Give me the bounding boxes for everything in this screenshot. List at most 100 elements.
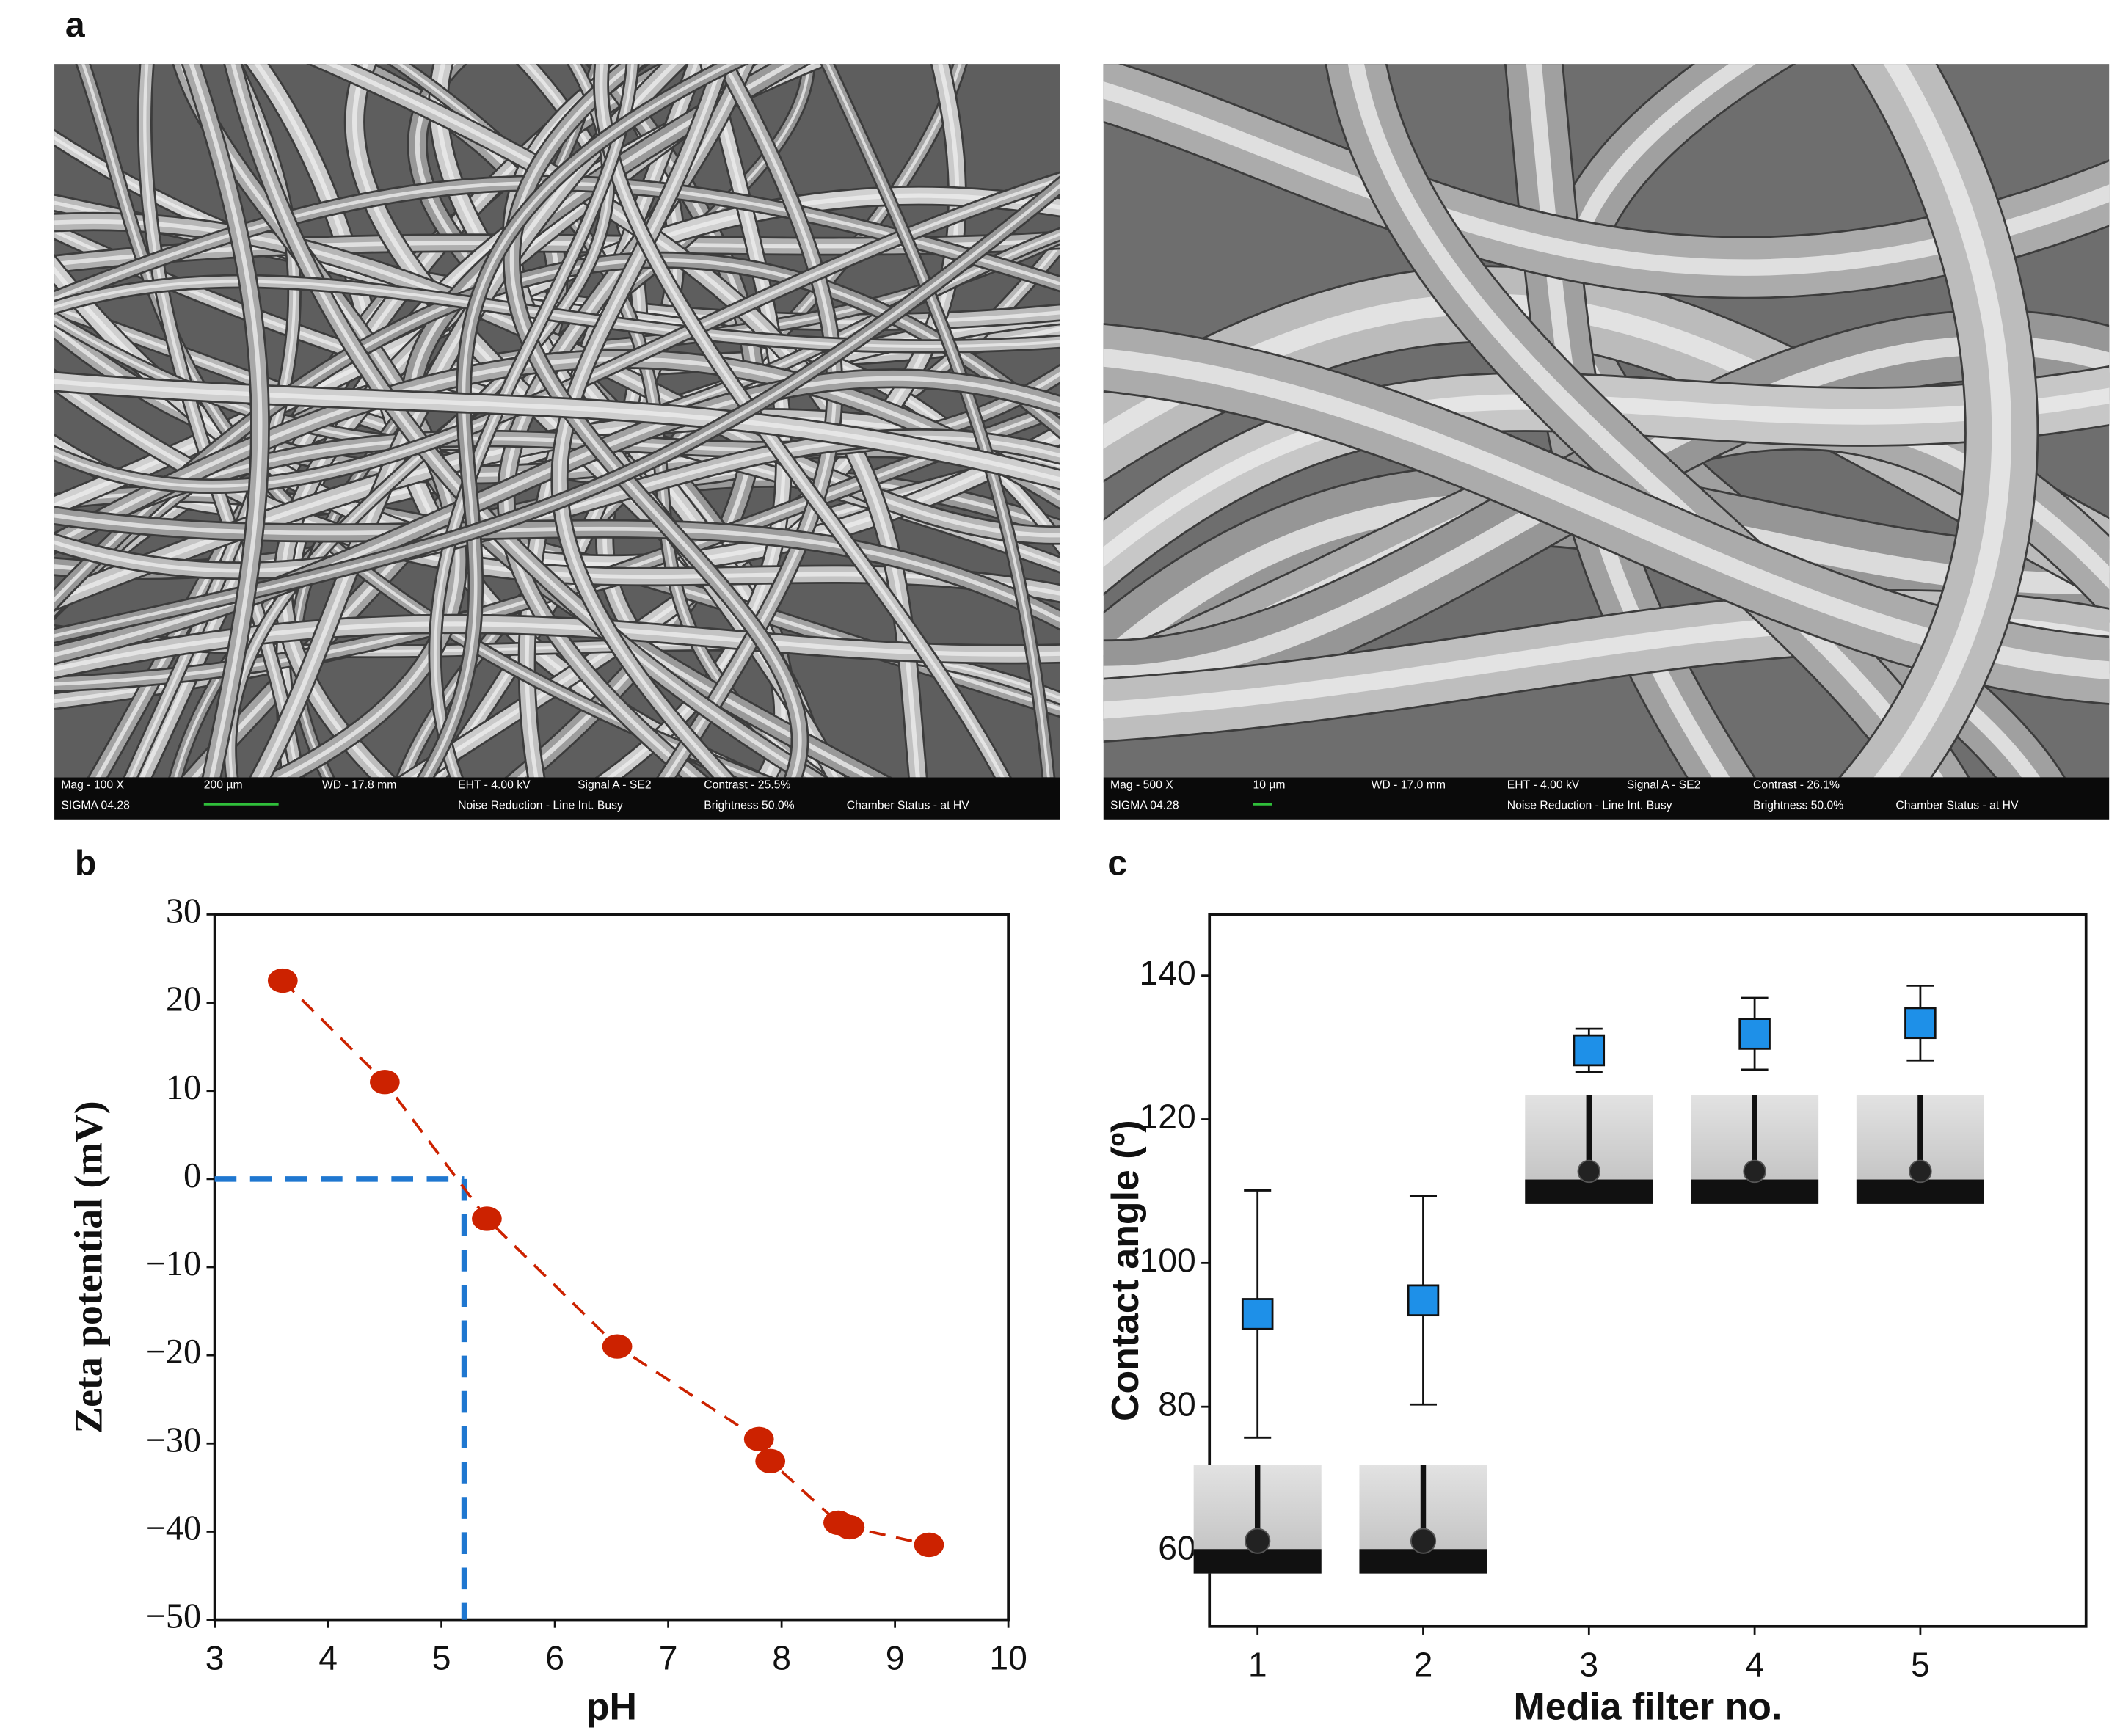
x-tick-label: 5 [1911, 1646, 1930, 1684]
droplet-photo [1691, 1095, 1819, 1204]
fiber-highlight [54, 379, 1060, 482]
info-text: Brightness 50.0% [704, 799, 794, 812]
x-tick-label: 5 [432, 1638, 451, 1677]
y-tick-label: 120 [1139, 1098, 1195, 1136]
info-text: 200 µm [204, 779, 243, 792]
photo-surface [1691, 1179, 1819, 1204]
data-point [1241, 1298, 1274, 1330]
droplet [1410, 1528, 1437, 1554]
data-point [834, 1514, 865, 1540]
info-text: Mag - 500 X [1110, 779, 1173, 792]
panel-label: b [75, 843, 96, 883]
data-line [282, 980, 930, 1547]
data-point [1407, 1284, 1440, 1317]
info-text: Chamber Status - at HV [1895, 799, 2019, 812]
data-point [755, 1448, 786, 1473]
y-tick-label: −10 [146, 1244, 201, 1283]
info-bar [54, 777, 1060, 820]
fiber-highlight [1103, 348, 2110, 679]
contact-angle-chart: 1 2 3 4 5 60 80 100 120 140 Media filter no. Contac… [1104, 913, 2088, 1728]
droplet [1245, 1528, 1271, 1554]
sem-image: Mag - 500 X SIGMA 04.28 10 µm WD - 17.0 mm E… [1103, 64, 2110, 820]
data-point [743, 1426, 774, 1451]
info-text: WD - 17.8 mm [322, 779, 396, 792]
panel-label: c [1107, 843, 1127, 883]
info-bar [1103, 777, 2110, 820]
fiber-highlight [189, 64, 263, 778]
x-axis-title: pH [586, 1685, 637, 1728]
fiber-highlight [129, 64, 296, 778]
zeta-chart: 3 4 5 6 7 8 9 10 30 20 10 0 −10 −20 −30 −40 −50 pH Zeta po… [66, 891, 1027, 1727]
fiber-highlight [54, 181, 1060, 301]
y-tick-label: 30 [166, 891, 201, 930]
droplet-photo [1856, 1095, 1984, 1204]
data-point [1573, 1034, 1606, 1067]
info-text: Noise Reduction - Line Int. Busy [458, 799, 623, 812]
info-text: Chamber Status - at HV [847, 799, 970, 812]
info-text: EHT - 4.00 kV [458, 779, 531, 792]
info-text: Signal A - SE2 [1627, 779, 1701, 792]
y-axis-title: Zeta potential (mV) [66, 1101, 110, 1433]
fiber-highlight [826, 64, 1050, 778]
x-tick-label: 3 [205, 1638, 225, 1677]
plot-frame [213, 913, 1010, 1622]
y-tick-label: 80 [1158, 1385, 1195, 1423]
y-tick-label: 100 [1139, 1241, 1195, 1280]
panel-label: a [65, 5, 86, 45]
info-text: WD - 17.0 mm [1372, 779, 1446, 792]
photo-surface [1525, 1179, 1653, 1204]
fiber-highlight [54, 513, 1060, 623]
fiber-highlight [606, 64, 786, 778]
y-tick-label: −40 [146, 1509, 201, 1547]
fiber-highlight [434, 64, 634, 778]
info-text: EHT - 4.00 kV [1507, 779, 1580, 792]
data-point [369, 1070, 400, 1095]
fibers [54, 64, 1060, 778]
droplet-photo [1525, 1095, 1653, 1204]
info-text: SIGMA 04.28 [1110, 799, 1179, 812]
fiber-highlight [54, 435, 1060, 573]
x-tick-label: 3 [1579, 1646, 1598, 1684]
info-text: Contrast - 26.1% [1753, 779, 1840, 792]
x-tick-label: 1 [1248, 1646, 1267, 1684]
droplet [1743, 1159, 1766, 1184]
y-tick-label: 10 [166, 1068, 201, 1107]
fiber-highlight [1873, 64, 2012, 778]
y-tick-label: −20 [146, 1332, 201, 1371]
fiber-highlight [54, 280, 1060, 348]
data-point [914, 1532, 944, 1558]
droplet [1577, 1159, 1601, 1184]
data-point [602, 1334, 633, 1359]
x-tick-label: 10 [989, 1638, 1027, 1677]
y-tick-label: 20 [166, 980, 201, 1019]
info-text: Mag - 100 X [61, 779, 124, 792]
x-tick-label: 6 [545, 1638, 564, 1677]
y-tick-label: −50 [146, 1597, 201, 1636]
fiber-highlight [599, 64, 1005, 778]
fiber-highlight [54, 183, 1060, 638]
fiber-highlight [509, 64, 802, 778]
droplet [1909, 1159, 1932, 1184]
photo-surface [1856, 1179, 1984, 1204]
x-tick-label: 2 [1414, 1646, 1433, 1684]
info-text: SIGMA 04.28 [61, 799, 130, 812]
y-tick-label: 60 [1158, 1528, 1195, 1567]
x-tick-label: 9 [886, 1638, 905, 1677]
data-point [472, 1206, 502, 1231]
y-axis-title: Contact angle (º) [1104, 1120, 1146, 1421]
droplet-photo [1359, 1465, 1487, 1574]
fiber-highlight [401, 64, 962, 778]
info-text: 10 µm [1253, 779, 1285, 792]
info-text: Contrast - 25.5% [704, 779, 790, 792]
sem-image: Mag - 100 X SIGMA 04.28 200 µm WD - 17.8 mm… [54, 64, 1060, 820]
data-point [267, 968, 298, 993]
info-text: Brightness 50.0% [1753, 799, 1843, 812]
y-tick-label: 0 [183, 1156, 201, 1195]
data-point [1904, 1007, 1937, 1040]
y-tick-label: −30 [146, 1420, 201, 1459]
y-tick-label: 140 [1139, 954, 1195, 992]
data-point [1738, 1018, 1771, 1050]
plot-frame [1208, 913, 2088, 1628]
